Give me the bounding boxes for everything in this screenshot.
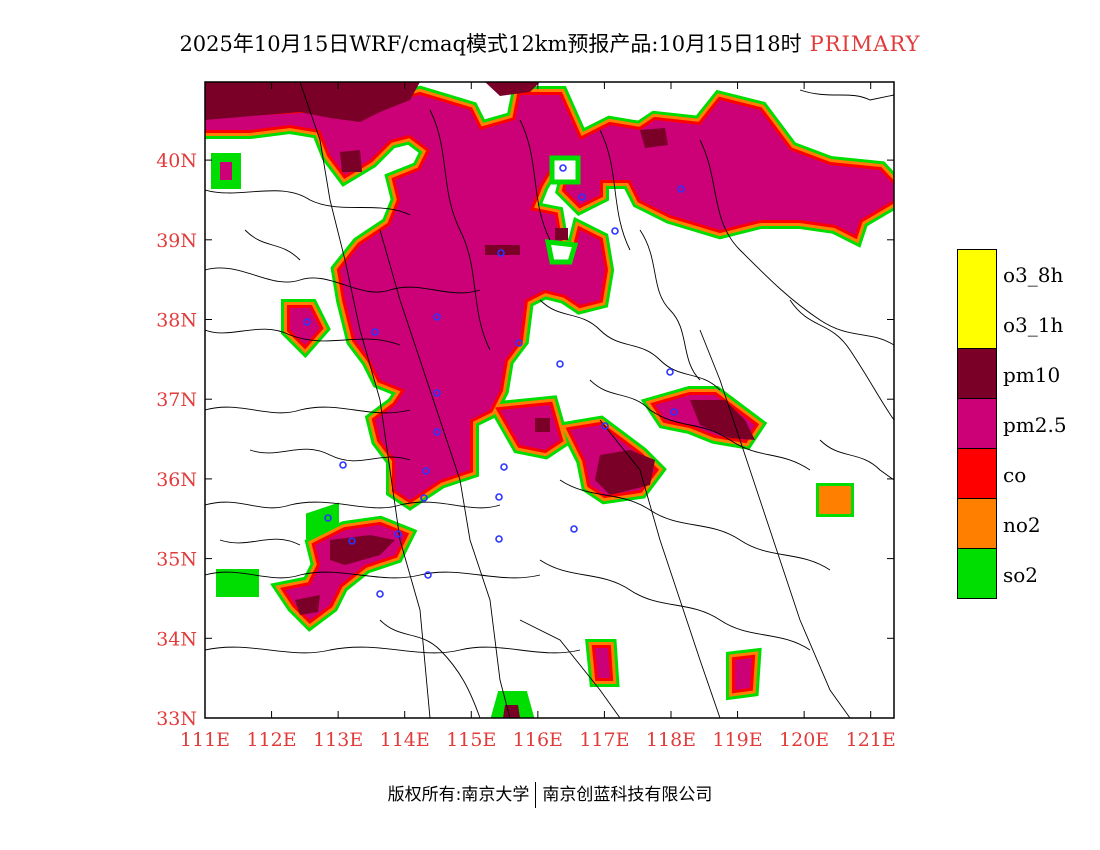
lon-tick-label: 114E bbox=[380, 729, 430, 751]
legend-label: co bbox=[1003, 463, 1027, 487]
city-markers bbox=[303, 164, 685, 598]
lon-tick-label: 112E bbox=[246, 729, 296, 751]
lat-tick-label: 37N bbox=[156, 389, 197, 411]
lon-tick-label: 120E bbox=[779, 729, 829, 751]
lat-tick-label: 33N bbox=[156, 708, 197, 730]
lon-tick-label: 119E bbox=[712, 729, 762, 751]
lon-tick-label: 117E bbox=[579, 729, 629, 751]
lon-tick-label: 115E bbox=[446, 729, 496, 751]
legend-label: o3_8h bbox=[1003, 263, 1064, 287]
lon-tick-label: 113E bbox=[313, 729, 363, 751]
legend-label: pm10 bbox=[1003, 363, 1061, 387]
admin-boundaries bbox=[205, 82, 894, 718]
lat-tick-label: 38N bbox=[156, 310, 197, 332]
legend-swatch bbox=[957, 349, 997, 399]
lat-tick-label: 34N bbox=[156, 628, 197, 650]
axis-tick-labels: 111E 112E 113E 114E 115E 116E 117E 118E 119E 120E… bbox=[156, 150, 896, 751]
lon-tick-label: 118E bbox=[646, 729, 696, 751]
legend-item: co bbox=[957, 449, 1097, 499]
legend-swatch bbox=[957, 549, 997, 599]
scenario-tag: PRIMARY bbox=[809, 32, 921, 56]
pm10-area-layer bbox=[205, 82, 755, 718]
copyright-company: 南京创蓝科技有限公司 bbox=[542, 785, 713, 805]
legend-swatch bbox=[957, 399, 997, 449]
lon-tick-label: 121E bbox=[846, 729, 896, 751]
legend-swatch bbox=[957, 249, 997, 300]
legend-swatch bbox=[957, 299, 997, 349]
lon-tick-label: 116E bbox=[513, 729, 563, 751]
legend-swatch bbox=[957, 449, 997, 499]
map-frame bbox=[204, 81, 895, 719]
legend-label: no2 bbox=[1003, 513, 1041, 537]
lat-tick-label: 40N bbox=[156, 150, 197, 172]
legend-label: pm2.5 bbox=[1003, 413, 1067, 437]
footer-divider bbox=[535, 782, 537, 808]
legend-label: o3_1h bbox=[1003, 313, 1064, 337]
lat-tick-label: 36N bbox=[156, 469, 197, 491]
legend-item: pm10 bbox=[957, 349, 1097, 399]
legend-item: so2 bbox=[957, 549, 1097, 599]
pollutant-legend: o3_8h o3_1h pm10 pm2.5 co no2 so2 bbox=[957, 249, 1097, 599]
legend-label: so2 bbox=[1003, 563, 1039, 587]
legend-item: o3_1h bbox=[957, 299, 1097, 349]
title-text: 2025年10月15日WRF/cmaq模式12km预报产品:10月15日18时 bbox=[179, 32, 802, 56]
copyright-university: 版权所有:南京大学 bbox=[387, 785, 530, 805]
legend-item: pm2.5 bbox=[957, 399, 1097, 449]
copyright-footer: 版权所有:南京大学 南京创蓝科技有限公司 bbox=[0, 780, 1100, 808]
legend-swatch bbox=[957, 499, 997, 549]
lon-tick-label: 111E bbox=[180, 729, 230, 751]
pm25-area-layer bbox=[205, 85, 894, 718]
axis-ticks bbox=[204, 82, 894, 719]
legend-item: no2 bbox=[957, 499, 1097, 549]
lat-tick-label: 39N bbox=[156, 230, 197, 252]
legend-item: o3_8h bbox=[957, 249, 1097, 300]
map-title: 2025年10月15日WRF/cmaq模式12km预报产品:10月15日18时 P… bbox=[0, 28, 1100, 58]
lat-tick-label: 35N bbox=[156, 549, 197, 571]
